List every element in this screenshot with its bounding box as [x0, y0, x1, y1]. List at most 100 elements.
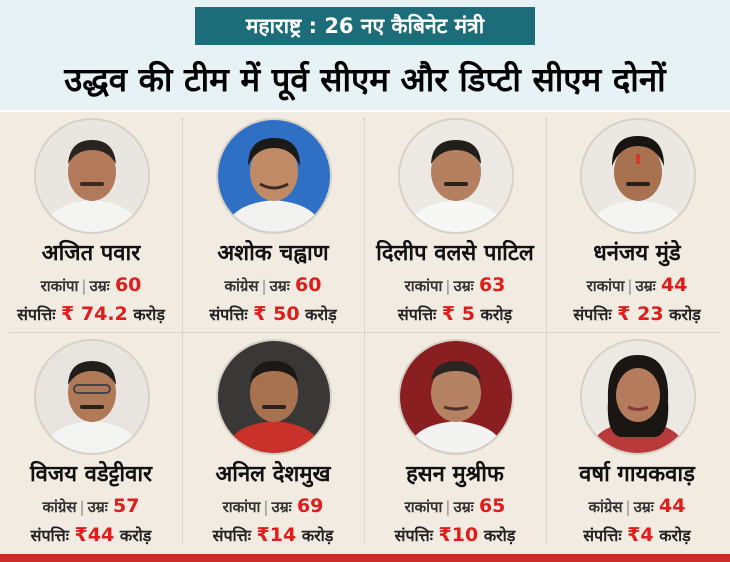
- party-age-line: राकांपा | उम्रः 44: [546, 274, 728, 296]
- crore-unit: करोड़: [669, 305, 701, 324]
- portrait-photo: [218, 341, 330, 453]
- minister-card: अजित पवार राकांपा | उम्रः 60 संपत्तिः ₹ 74…: [0, 112, 182, 332]
- minister-card: विजय वडेट्टीवार कांग्रेस | उम्रः 57 संपत्त…: [0, 333, 182, 553]
- currency-symbol: ₹: [441, 303, 456, 325]
- header-band: महाराष्ट्र : 26 नए कैबिनेट मंत्री उद्धव …: [0, 0, 730, 110]
- currency-symbol: ₹: [253, 303, 267, 325]
- assets-label: संपत्तिः: [573, 305, 612, 324]
- bottom-accent-bar: [0, 554, 730, 562]
- age-value: 44: [659, 495, 686, 517]
- assets-line: संपत्तिः ₹44 करोड़: [0, 524, 182, 546]
- crore-unit: करोड़: [659, 526, 691, 545]
- crore-unit: करोड़: [305, 305, 337, 324]
- age-label: उम्रः: [89, 277, 110, 295]
- separator: |: [445, 498, 451, 516]
- assets-label: संपत्तिः: [394, 526, 433, 545]
- crore-unit: करोड़: [301, 526, 334, 545]
- party-age-line: राकांपा | उम्रः 69: [182, 495, 364, 517]
- row-divider: [10, 332, 720, 334]
- age-label: उम्रः: [269, 277, 290, 295]
- kicker-label: महाराष्ट्र : 26 नए कैबिनेट मंत्री: [195, 7, 535, 45]
- age-value: 60: [295, 274, 322, 296]
- assets-value: 74.2: [80, 303, 128, 325]
- age-label: उम्रः: [633, 498, 654, 516]
- party-age-line: राकांपा | उम्रः 65: [364, 495, 546, 517]
- portrait-photo: [582, 120, 694, 232]
- portrait-photo: [400, 120, 512, 232]
- separator: |: [261, 277, 267, 295]
- assets-value: 14: [269, 524, 297, 546]
- age-value: 69: [296, 495, 324, 517]
- currency-symbol: ₹: [74, 524, 88, 546]
- minister-card: हसन मुश्रीफ राकांपा | उम्रः 65 संपत्तिः ₹1…: [364, 333, 546, 553]
- party-name: राकांपा: [40, 277, 79, 295]
- party-name: राकांपा: [404, 498, 443, 516]
- party-name: राकांपा: [586, 277, 625, 295]
- assets-line: संपत्तिः ₹10 करोड़: [364, 524, 546, 546]
- assets-line: संपत्तिः ₹14 करोड़: [182, 524, 364, 546]
- minister-name: वर्षा गायकवाड़: [579, 462, 695, 487]
- minister-name: दिलीप वलसे पाटिल: [376, 241, 534, 266]
- party-name: राकांपा: [404, 277, 443, 295]
- minister-name: हसन मुश्रीफ: [406, 462, 504, 487]
- separator: |: [79, 498, 85, 516]
- assets-line: संपत्तिः ₹ 23 करोड़: [546, 303, 728, 325]
- age-label: उम्रः: [453, 277, 474, 295]
- separator: |: [263, 498, 269, 516]
- separator: |: [625, 498, 631, 516]
- portrait-photo: [218, 120, 330, 232]
- portrait-photo: [582, 341, 694, 453]
- age-value: 65: [478, 495, 506, 517]
- crore-unit: करोड़: [480, 305, 513, 324]
- party-age-line: कांग्रेस | उम्रः 57: [0, 495, 182, 517]
- assets-value: 44: [87, 524, 115, 546]
- assets-line: संपत्तिः ₹ 50 करोड़: [182, 303, 364, 325]
- separator: |: [81, 277, 87, 295]
- party-name: कांग्रेस: [42, 498, 77, 516]
- currency-symbol: ₹: [438, 524, 452, 546]
- assets-label: संपत्तिः: [212, 526, 251, 545]
- portrait-photo: [400, 341, 512, 453]
- separator: |: [445, 277, 451, 295]
- party-age-line: कांग्रेस | उम्रः 44: [546, 495, 728, 517]
- currency-symbol: ₹: [61, 303, 75, 325]
- separator: |: [627, 277, 633, 295]
- assets-label: संपत्तिः: [17, 305, 56, 324]
- minister-name: धनंजय मुंडे: [593, 241, 681, 266]
- party-age-line: राकांपा | उम्रः 63: [364, 274, 546, 296]
- minister-card: अशोक चह्वाण कांग्रेस | उम्रः 60 संपत्तिः ₹…: [182, 112, 364, 332]
- crore-unit: करोड़: [119, 526, 152, 545]
- assets-line: संपत्तिः ₹4 करोड़: [546, 524, 728, 546]
- assets-value: 23: [637, 303, 664, 325]
- minister-card: वर्षा गायकवाड़ कांग्रेस | उम्रः 44 संपत्ति…: [546, 333, 728, 553]
- age-label: उम्रः: [453, 498, 474, 516]
- currency-symbol: ₹: [256, 524, 270, 546]
- party-name: कांग्रेस: [588, 498, 623, 516]
- age-label: उम्रः: [635, 277, 656, 295]
- currency-symbol: ₹: [617, 303, 631, 325]
- assets-value: 50: [273, 303, 300, 325]
- minister-name: अनिल देशमुख: [215, 462, 331, 487]
- party-name: कांग्रेस: [224, 277, 259, 295]
- ministers-grid: अजित पवार राकांपा | उम्रः 60 संपत्तिः ₹ 74…: [0, 112, 730, 554]
- age-label: उम्रः: [87, 498, 108, 516]
- crore-unit: करोड़: [133, 305, 165, 324]
- age-value: 57: [113, 495, 140, 517]
- crore-unit: करोड़: [483, 526, 516, 545]
- assets-label: संपत्तिः: [583, 526, 622, 545]
- age-label: उम्रः: [271, 498, 292, 516]
- minister-card: दिलीप वलसे पाटिल राकांपा | उम्रः 63 संपत्त…: [364, 112, 546, 332]
- minister-name: विजय वडेट्टीवार: [29, 462, 153, 487]
- age-value: 44: [660, 274, 688, 296]
- minister-name: अजित पवार: [41, 241, 141, 266]
- minister-card: धनंजय मुंडे राकांपा | उम्रः 44 संपत्तिः ₹ …: [546, 112, 728, 332]
- assets-line: संपत्तिः ₹ 74.2 करोड़: [0, 303, 182, 325]
- party-name: राकांपा: [222, 498, 261, 516]
- assets-label: संपत्तिः: [30, 526, 69, 545]
- assets-value: 5: [461, 303, 475, 325]
- minister-name: अशोक चह्वाण: [217, 241, 329, 266]
- portrait-photo: [36, 341, 148, 453]
- currency-symbol: ₹: [627, 524, 641, 546]
- party-age-line: कांग्रेस | उम्रः 60: [182, 274, 364, 296]
